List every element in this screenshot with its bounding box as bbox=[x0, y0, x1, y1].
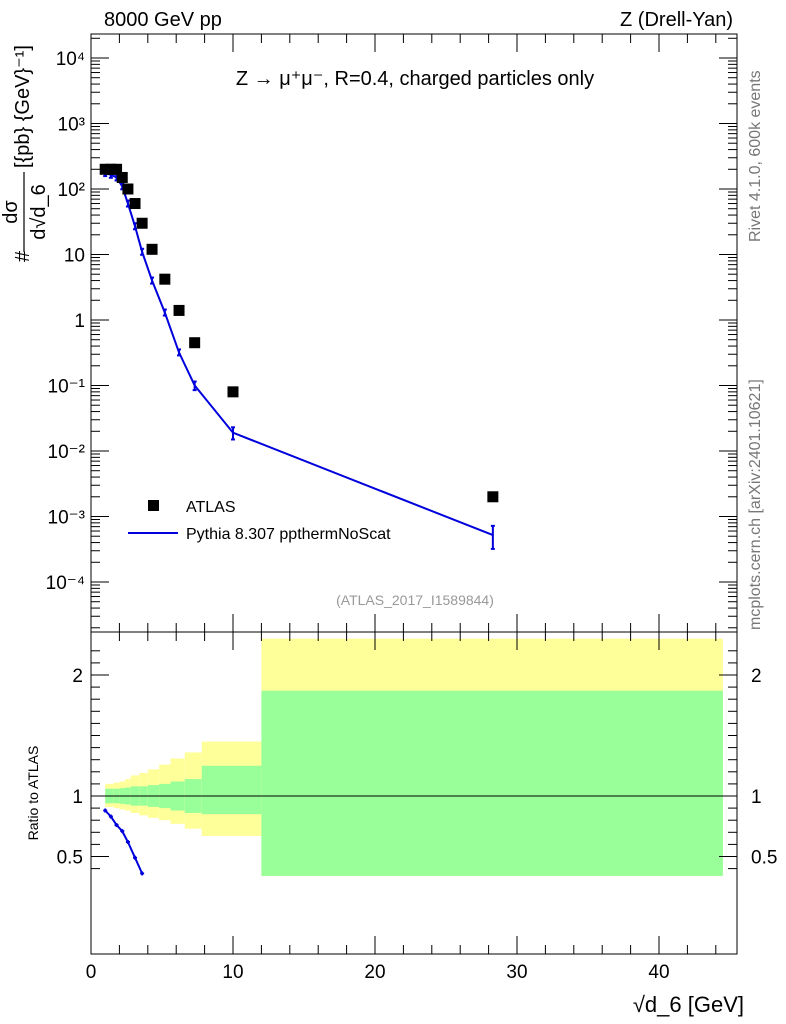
rivet-version-label: Rivet 4.1.0, 600k events bbox=[747, 70, 764, 242]
legend-mc-label: Pythia 8.307 ppthermNoScat bbox=[186, 526, 391, 543]
ratio-ytick-label-right: 2 bbox=[751, 666, 762, 687]
atlas-data-point bbox=[159, 273, 171, 285]
atlas-data-point bbox=[99, 163, 111, 175]
legend-data-label: ATLAS bbox=[186, 499, 236, 516]
ratio-inner-band bbox=[261, 690, 723, 876]
main-yticks: 10⁴ 10³ 10² 10 1 10⁻¹ 10⁻² 10⁻³ 10⁻⁴ bbox=[46, 37, 737, 629]
x-tick-label: 0 bbox=[86, 962, 97, 983]
ratio-ytick-label-right: 1 bbox=[751, 787, 762, 808]
main-ytick-label: 10⁻² bbox=[48, 442, 86, 463]
main-ytick-label: 1 bbox=[74, 311, 85, 332]
header-right-label: Z (Drell-Yan) bbox=[620, 9, 733, 31]
atlas-data-point bbox=[105, 163, 117, 175]
x-tick-label: 20 bbox=[364, 962, 385, 983]
ratio-ytick-label: 2 bbox=[72, 666, 83, 687]
main-ytick-label: 10² bbox=[58, 180, 85, 201]
atlas-data-point bbox=[173, 304, 185, 316]
ratio-series bbox=[103, 808, 145, 876]
atlas-data-point bbox=[136, 217, 148, 229]
ratio-inner-band bbox=[201, 765, 262, 815]
ylabel-hash: # bbox=[12, 250, 34, 262]
watermark-label: (ATLAS_2017_I1589844) bbox=[336, 592, 494, 608]
main-ylabel: # dσ d√d_6 [{pb} {GeV}⁻¹] bbox=[0, 45, 50, 262]
mcplots-label: mcplots.cern.ch [arXiv:2401.10621] bbox=[747, 379, 764, 630]
header-left-label: 8000 GeV pp bbox=[104, 9, 222, 31]
atlas-data-point bbox=[116, 171, 128, 183]
main-ytick-label: 10³ bbox=[58, 115, 85, 136]
atlas-data-point bbox=[129, 198, 141, 210]
legend-data-marker bbox=[148, 500, 159, 511]
ratio-ytick-label: 0.5 bbox=[57, 848, 83, 869]
main-ytick-label: 10 bbox=[64, 246, 85, 267]
main-title: Z → μ⁺μ⁻, R=0.4, charged particles only bbox=[236, 68, 594, 90]
ratio-yticks: 0.5 0.5 1 1 2 2 bbox=[57, 650, 777, 870]
ratio-xticks: 0 10 20 30 40 bbox=[86, 632, 717, 983]
main-ytick-label: 10⁴ bbox=[56, 49, 85, 70]
main-ytick-label: 10⁻³ bbox=[48, 508, 86, 529]
main-series bbox=[99, 163, 499, 550]
atlas-data-point bbox=[189, 337, 201, 349]
atlas-data-point bbox=[122, 183, 134, 195]
atlas-data-point bbox=[487, 491, 499, 503]
ratio-mc-line bbox=[104, 809, 144, 874]
main-xticks bbox=[90, 34, 717, 632]
x-tick-label: 30 bbox=[506, 962, 527, 983]
atlas-data-point bbox=[146, 243, 158, 255]
ratio-frame bbox=[90, 631, 738, 955]
ratio-ytick-label-right: 0.5 bbox=[751, 848, 777, 869]
x-axis-label: √d_6 [GeV] bbox=[633, 992, 744, 1017]
legend: ATLAS Pythia 8.307 ppthermNoScat bbox=[128, 499, 391, 543]
main-ytick-label: 10⁻¹ bbox=[48, 377, 86, 398]
ratio-bands bbox=[105, 638, 723, 876]
main-panel: Z → μ⁺μ⁻, R=0.4, charged particles only … bbox=[0, 33, 738, 633]
main-ytick-label: 10⁻⁴ bbox=[46, 573, 85, 594]
atlas-data-point bbox=[111, 163, 123, 175]
ylabel-numerator: dσ bbox=[0, 200, 22, 224]
ylabel-unit: [{pb} {GeV}⁻¹] bbox=[12, 45, 34, 168]
mc-line bbox=[104, 172, 494, 537]
ratio-ylabel: Ratio to ATLAS bbox=[25, 746, 41, 841]
x-tick-label: 40 bbox=[648, 962, 669, 983]
atlas-data-point bbox=[227, 386, 239, 398]
ratio-ytick-label: 1 bbox=[72, 787, 83, 808]
x-tick-label: 10 bbox=[222, 962, 243, 983]
ylabel-denominator: d√d_6 bbox=[28, 184, 50, 239]
ratio-panel: 0.5 0.5 1 1 2 2 0 10 20 30 40 Ratio to ATLAS bbox=[25, 631, 777, 983]
